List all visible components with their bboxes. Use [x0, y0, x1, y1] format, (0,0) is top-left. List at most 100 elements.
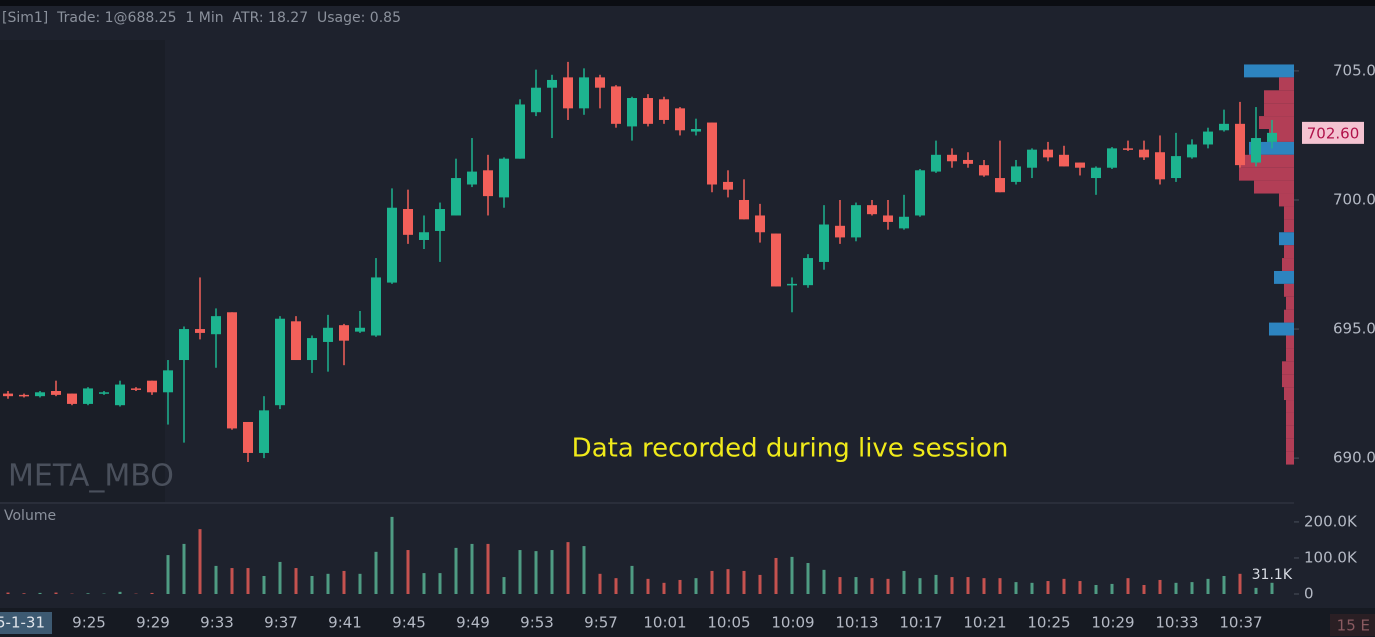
candle-body	[1027, 149, 1037, 168]
volume-bar	[1270, 582, 1274, 594]
profile-bar	[1254, 180, 1294, 194]
volume-bar	[470, 543, 474, 594]
date-label: 5-1-31	[0, 614, 45, 632]
candle-body	[755, 215, 765, 233]
profile-bar	[1286, 425, 1294, 439]
volume-bar	[598, 573, 602, 594]
candle-body	[435, 209, 445, 231]
candle-body	[515, 104, 525, 159]
profile-bar	[1274, 270, 1294, 284]
volume-bar	[1078, 581, 1082, 594]
volume-bar	[118, 591, 122, 594]
date-box	[0, 612, 52, 634]
profile-bar	[1282, 258, 1294, 271]
x-tick-label: 9:37	[264, 614, 298, 632]
volume-bar	[342, 570, 346, 594]
volume-bar	[38, 592, 42, 594]
profile-bar	[1286, 451, 1294, 465]
candle-body	[307, 338, 317, 361]
volume-bar	[1174, 582, 1178, 594]
volume-bar	[358, 573, 362, 594]
candle-body	[899, 216, 909, 229]
profile-bar	[1259, 116, 1294, 129]
candle-body	[947, 154, 957, 162]
profile-bar	[1286, 400, 1294, 413]
candle-body	[195, 329, 205, 333]
volume-bar	[54, 592, 58, 594]
profile-bar	[1284, 387, 1294, 401]
volume-bar	[294, 568, 298, 594]
volume-bar	[582, 546, 586, 594]
candle-body	[163, 370, 173, 393]
corner-box	[1330, 614, 1375, 636]
profile-bar	[1282, 361, 1294, 375]
volume-bar	[774, 557, 778, 594]
candle-body	[211, 316, 221, 335]
volume-bar	[918, 578, 922, 594]
annotation: Data recorded during live session	[572, 434, 1009, 464]
candle-body	[739, 199, 749, 220]
volume-bar	[1206, 578, 1210, 594]
candle-body	[1203, 131, 1213, 145]
candle-body	[835, 225, 845, 238]
volume-bar	[326, 573, 330, 594]
volume-bar	[1142, 584, 1146, 594]
volume-bar	[726, 569, 730, 594]
time-axis-bar	[0, 608, 1375, 637]
candle-body	[387, 207, 397, 283]
candle-body	[659, 99, 669, 120]
candle-body	[339, 325, 349, 341]
profile-bar	[1279, 193, 1294, 207]
volume-bar	[502, 577, 506, 594]
profile-bar	[1286, 438, 1294, 452]
volume-bar	[182, 543, 186, 594]
last-volume-label: 31.1K	[1252, 567, 1293, 583]
profile-bar	[1286, 348, 1294, 362]
volume-bar	[1222, 575, 1226, 594]
volume-bar	[886, 578, 890, 594]
candle-body	[1107, 148, 1117, 168]
volume-bar	[214, 565, 218, 594]
volume-bar	[150, 592, 154, 594]
candle-body	[707, 122, 717, 185]
candle-body	[1251, 138, 1261, 163]
volume-bar	[438, 573, 442, 594]
candle-body	[1075, 162, 1085, 168]
volume-bar	[310, 575, 314, 594]
volume-bar	[838, 577, 842, 594]
volume-bar	[694, 578, 698, 594]
volume-bar	[1190, 582, 1194, 594]
candle-body	[35, 392, 45, 397]
volume-bar	[1126, 578, 1130, 594]
volume-bar	[422, 573, 426, 594]
profile-bar	[1269, 322, 1294, 336]
volume-bar	[934, 574, 938, 594]
last-price-label: 702.60	[1307, 124, 1360, 142]
candle-body	[867, 205, 877, 215]
volume-bar	[982, 578, 986, 594]
candle-body	[467, 171, 477, 185]
candle-body	[771, 233, 781, 287]
candle-body	[323, 327, 333, 342]
candle-body	[851, 205, 861, 238]
volume-bar	[630, 565, 634, 594]
candle-body	[99, 392, 109, 394]
candle-body	[1011, 166, 1021, 182]
candle-body	[1267, 132, 1277, 142]
volume-bar	[662, 582, 666, 594]
candle-body	[1171, 156, 1181, 179]
profile-bar	[1264, 90, 1294, 104]
candle-body	[3, 393, 13, 397]
candle-body	[819, 224, 829, 262]
candle-body	[1139, 149, 1149, 158]
volume-bar	[902, 570, 906, 594]
x-tick-label: 9:25	[72, 614, 106, 632]
candle-body	[483, 170, 493, 197]
y-tick-label: 690.00	[1333, 449, 1375, 467]
x-tick-label: 10:29	[1091, 614, 1134, 632]
candle-body	[595, 77, 605, 88]
candle-body	[451, 178, 461, 216]
x-tick-label: 10:05	[707, 614, 750, 632]
candle-body	[147, 380, 157, 393]
